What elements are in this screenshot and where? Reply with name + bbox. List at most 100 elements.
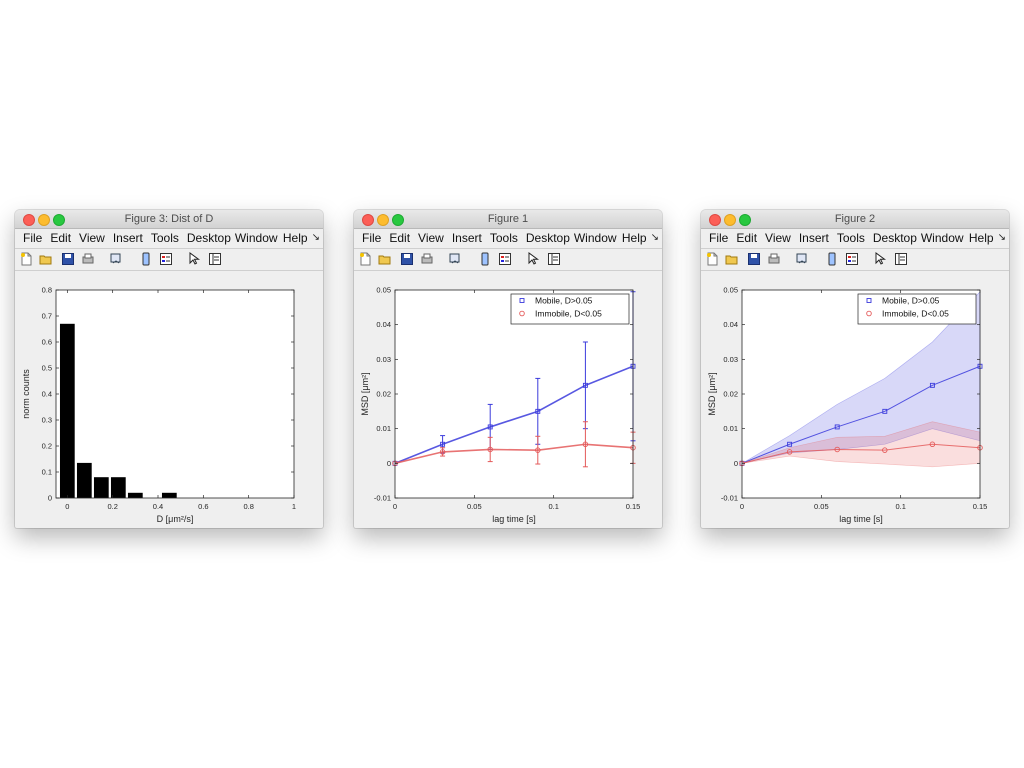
menu-insert[interactable]: Insert (451, 231, 482, 245)
data-point-marker (866, 310, 872, 317)
menu-view[interactable]: View (765, 231, 791, 245)
menu-window[interactable]: Window (234, 231, 278, 245)
save-icon[interactable] (400, 252, 414, 266)
menu-file[interactable]: File (362, 231, 382, 245)
menu-edit[interactable]: Edit (50, 231, 72, 245)
y-tick-label: -0.01 (374, 494, 391, 503)
minimize-window-button[interactable] (377, 214, 389, 226)
y-tick-label: 0.03 (376, 355, 391, 364)
menu-edit[interactable]: Edit (736, 231, 758, 245)
edit-plot-pointer-icon[interactable] (526, 252, 540, 266)
menu-desktop[interactable]: Desktop (872, 231, 917, 245)
figure-window-dist-of-d[interactable]: Figure 3: Dist of D File Edit View Insert To… (15, 210, 323, 528)
menu-file[interactable]: File (23, 231, 43, 245)
link-plot-icon[interactable] (109, 252, 123, 266)
y-tick-label: 0.4 (42, 390, 52, 399)
menu-desktop[interactable]: Desktop (186, 231, 231, 245)
menu-view[interactable]: View (418, 231, 444, 245)
zoom-window-button[interactable] (392, 214, 404, 226)
minimize-window-button[interactable] (38, 214, 50, 226)
menu-file[interactable]: File (709, 231, 729, 245)
y-tick-label: 0.04 (723, 320, 738, 329)
figure-window-2[interactable]: Figure 2 File Edit View Insert Tools Desktop W… (701, 210, 1009, 528)
legend-box (857, 293, 977, 325)
y-tick-label: 0.5 (42, 364, 52, 373)
title-bar[interactable]: Figure 2 (701, 210, 1009, 229)
insert-colorbar-icon[interactable] (825, 252, 839, 266)
menu-overflow-icon[interactable]: ↘ (311, 232, 320, 243)
menu-help[interactable]: Help (968, 231, 994, 245)
data-point-marker (582, 382, 588, 388)
zoom-window-button[interactable] (53, 214, 65, 226)
link-plot-icon[interactable] (795, 252, 809, 266)
data-point-marker (834, 446, 840, 453)
data-point-marker (519, 298, 525, 303)
data-point-marker (929, 441, 936, 448)
edit-plot-pointer-icon[interactable] (873, 252, 887, 266)
new-figure-icon[interactable] (358, 252, 372, 266)
link-plot-icon[interactable] (448, 252, 462, 266)
open-file-icon[interactable] (725, 252, 739, 266)
menu-bar: File Edit View Insert Tools Desktop Window Help… (354, 229, 662, 249)
data-point-marker (866, 298, 872, 303)
close-window-button[interactable] (709, 214, 721, 226)
menu-view[interactable]: View (79, 231, 105, 245)
open-file-icon[interactable] (39, 252, 53, 266)
menu-overflow-icon[interactable]: ↘ (650, 232, 659, 243)
menu-tools[interactable]: Tools (836, 231, 865, 245)
y-tick-label: 0.01 (376, 424, 391, 433)
title-bar[interactable]: Figure 3: Dist of D (15, 210, 323, 229)
minimize-window-button[interactable] (724, 214, 736, 226)
menu-help[interactable]: Help (282, 231, 308, 245)
y-axis-label: norm counts (21, 369, 31, 419)
y-tick-label: 0.6 (42, 338, 52, 347)
title-bar[interactable]: Figure 1 (354, 210, 662, 229)
data-point-marker (786, 449, 793, 455)
histogram-bar (161, 492, 177, 498)
save-icon[interactable] (747, 252, 761, 266)
close-window-button[interactable] (23, 214, 35, 226)
data-point-marker (519, 310, 525, 317)
insert-colorbar-icon[interactable] (478, 252, 492, 266)
legend-entry: Mobile, D>0.05 (535, 296, 593, 306)
print-icon[interactable] (767, 252, 781, 266)
save-icon[interactable] (61, 252, 75, 266)
print-icon[interactable] (420, 252, 434, 266)
data-point-marker (787, 441, 793, 447)
property-inspector-icon[interactable] (894, 252, 908, 266)
msd-shaded-plot: Mobile, D>0.05 Immobile, D<0.05 0 0.05 0.1 0.… (707, 286, 987, 525)
insert-legend-icon[interactable] (159, 252, 173, 266)
menu-help[interactable]: Help (621, 231, 647, 245)
menu-overflow-icon[interactable]: ↘ (997, 232, 1006, 243)
print-icon[interactable] (81, 252, 95, 266)
zoom-window-button[interactable] (739, 214, 751, 226)
series-line (394, 365, 634, 465)
close-window-button[interactable] (362, 214, 374, 226)
y-tick-label: 0.7 (42, 312, 52, 321)
property-inspector-icon[interactable] (208, 252, 222, 266)
y-tick-label: 0.3 (42, 416, 52, 425)
menu-window[interactable]: Window (573, 231, 617, 245)
histogram-plot: 0 0.2 0.4 0.6 0.8 1 0 0.1 0.2 0.3 0.4 0.5 0.6 0.7 0.8 D… (21, 286, 296, 525)
menu-insert[interactable]: Insert (112, 231, 143, 245)
figure-window-1[interactable]: Figure 1 File Edit View Insert Tools Desktop W… (354, 210, 662, 528)
menu-tools[interactable]: Tools (150, 231, 179, 245)
plot-area (742, 290, 980, 498)
property-inspector-icon[interactable] (547, 252, 561, 266)
insert-legend-icon[interactable] (498, 252, 512, 266)
new-figure-icon[interactable] (19, 252, 33, 266)
msd-errorbar-plot: Mobile, D>0.05 Immobile, D<0.05 0 0.05 0.1 0.… (360, 286, 640, 525)
menu-edit[interactable]: Edit (389, 231, 411, 245)
new-figure-icon[interactable] (705, 252, 719, 266)
data-point-marker (535, 447, 541, 453)
menu-insert[interactable]: Insert (798, 231, 829, 245)
data-point-marker (882, 447, 888, 453)
menu-desktop[interactable]: Desktop (525, 231, 570, 245)
legend-box (510, 293, 630, 325)
insert-colorbar-icon[interactable] (139, 252, 153, 266)
menu-window[interactable]: Window (920, 231, 964, 245)
edit-plot-pointer-icon[interactable] (187, 252, 201, 266)
menu-tools[interactable]: Tools (489, 231, 518, 245)
insert-legend-icon[interactable] (845, 252, 859, 266)
open-file-icon[interactable] (378, 252, 392, 266)
